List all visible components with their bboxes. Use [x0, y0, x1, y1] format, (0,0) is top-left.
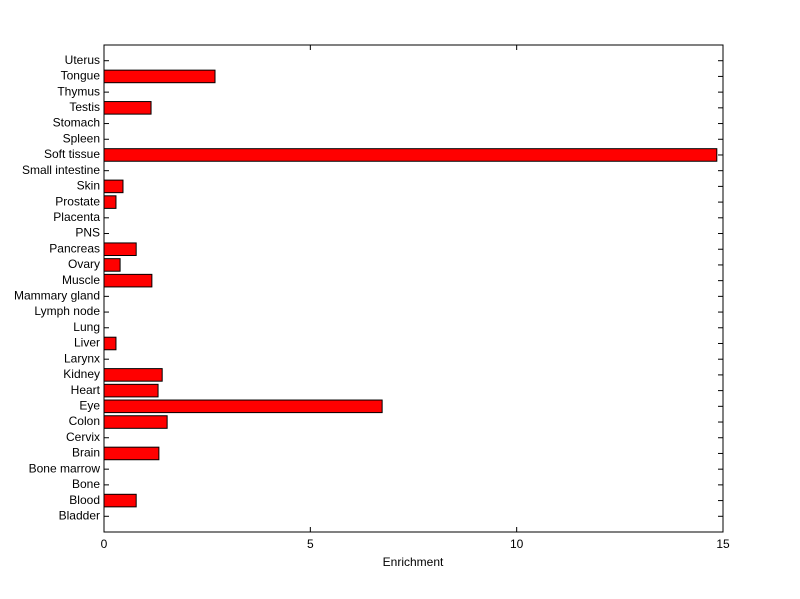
- bar: [103, 148, 718, 162]
- x-tick-label: 5: [307, 537, 314, 551]
- y-tick-label: Soft tissue: [44, 147, 100, 161]
- bar: [103, 446, 160, 461]
- y-tick-label: Bladder: [59, 508, 100, 522]
- y-tick-label: Skin: [77, 179, 100, 193]
- y-tick-label: Bone marrow: [29, 461, 101, 475]
- y-tick-label: Tongue: [61, 69, 101, 83]
- y-tick-label: Stomach: [53, 116, 100, 130]
- y-tick-label: Muscle: [62, 273, 100, 287]
- y-tick-label: Lung: [73, 320, 100, 334]
- y-tick-label: Blood: [69, 493, 100, 507]
- x-axis-label: Enrichment: [383, 555, 444, 569]
- bar: [103, 336, 117, 351]
- bar: [103, 69, 216, 84]
- y-tick-label: Bone: [72, 477, 100, 491]
- y-tick-label: Small intestine: [22, 163, 100, 177]
- y-tick-label: Placenta: [53, 210, 100, 224]
- y-tick-label: Testis: [69, 100, 100, 114]
- bar: [103, 273, 153, 288]
- bar: [103, 493, 137, 508]
- bar: [103, 195, 117, 209]
- y-tick-label: Eye: [79, 398, 100, 412]
- x-tick-label: 0: [101, 537, 108, 551]
- plot-area: [103, 44, 724, 533]
- y-tick-label: Pancreas: [49, 241, 100, 255]
- bar: [103, 399, 383, 414]
- bar: [103, 383, 159, 398]
- bar: [103, 101, 152, 115]
- y-tick-label: Cervix: [66, 430, 100, 444]
- x-tick-label: 10: [510, 537, 524, 551]
- y-tick-label: Ovary: [68, 257, 100, 271]
- bar: [103, 368, 163, 382]
- bar: [103, 242, 137, 257]
- bar: [103, 258, 121, 272]
- y-tick-label: Colon: [69, 414, 100, 428]
- y-tick-label: Liver: [74, 336, 100, 350]
- y-tick-label: Larynx: [64, 351, 100, 365]
- y-tick-label: Heart: [71, 383, 101, 397]
- y-tick-label: Spleen: [63, 131, 100, 145]
- bar: [103, 179, 124, 194]
- y-tick-label: Thymus: [57, 84, 100, 98]
- y-tick-label: Mammary gland: [14, 289, 100, 303]
- y-tick-label: Prostate: [55, 194, 100, 208]
- y-tick-label: Brain: [72, 446, 100, 460]
- x-tick-label: 15: [716, 537, 730, 551]
- y-tick-label: Lymph node: [34, 304, 100, 318]
- y-tick-label: Kidney: [63, 367, 100, 381]
- y-tick-label: PNS: [75, 226, 100, 240]
- bar: [103, 415, 168, 429]
- y-tick-label: Uterus: [65, 53, 100, 67]
